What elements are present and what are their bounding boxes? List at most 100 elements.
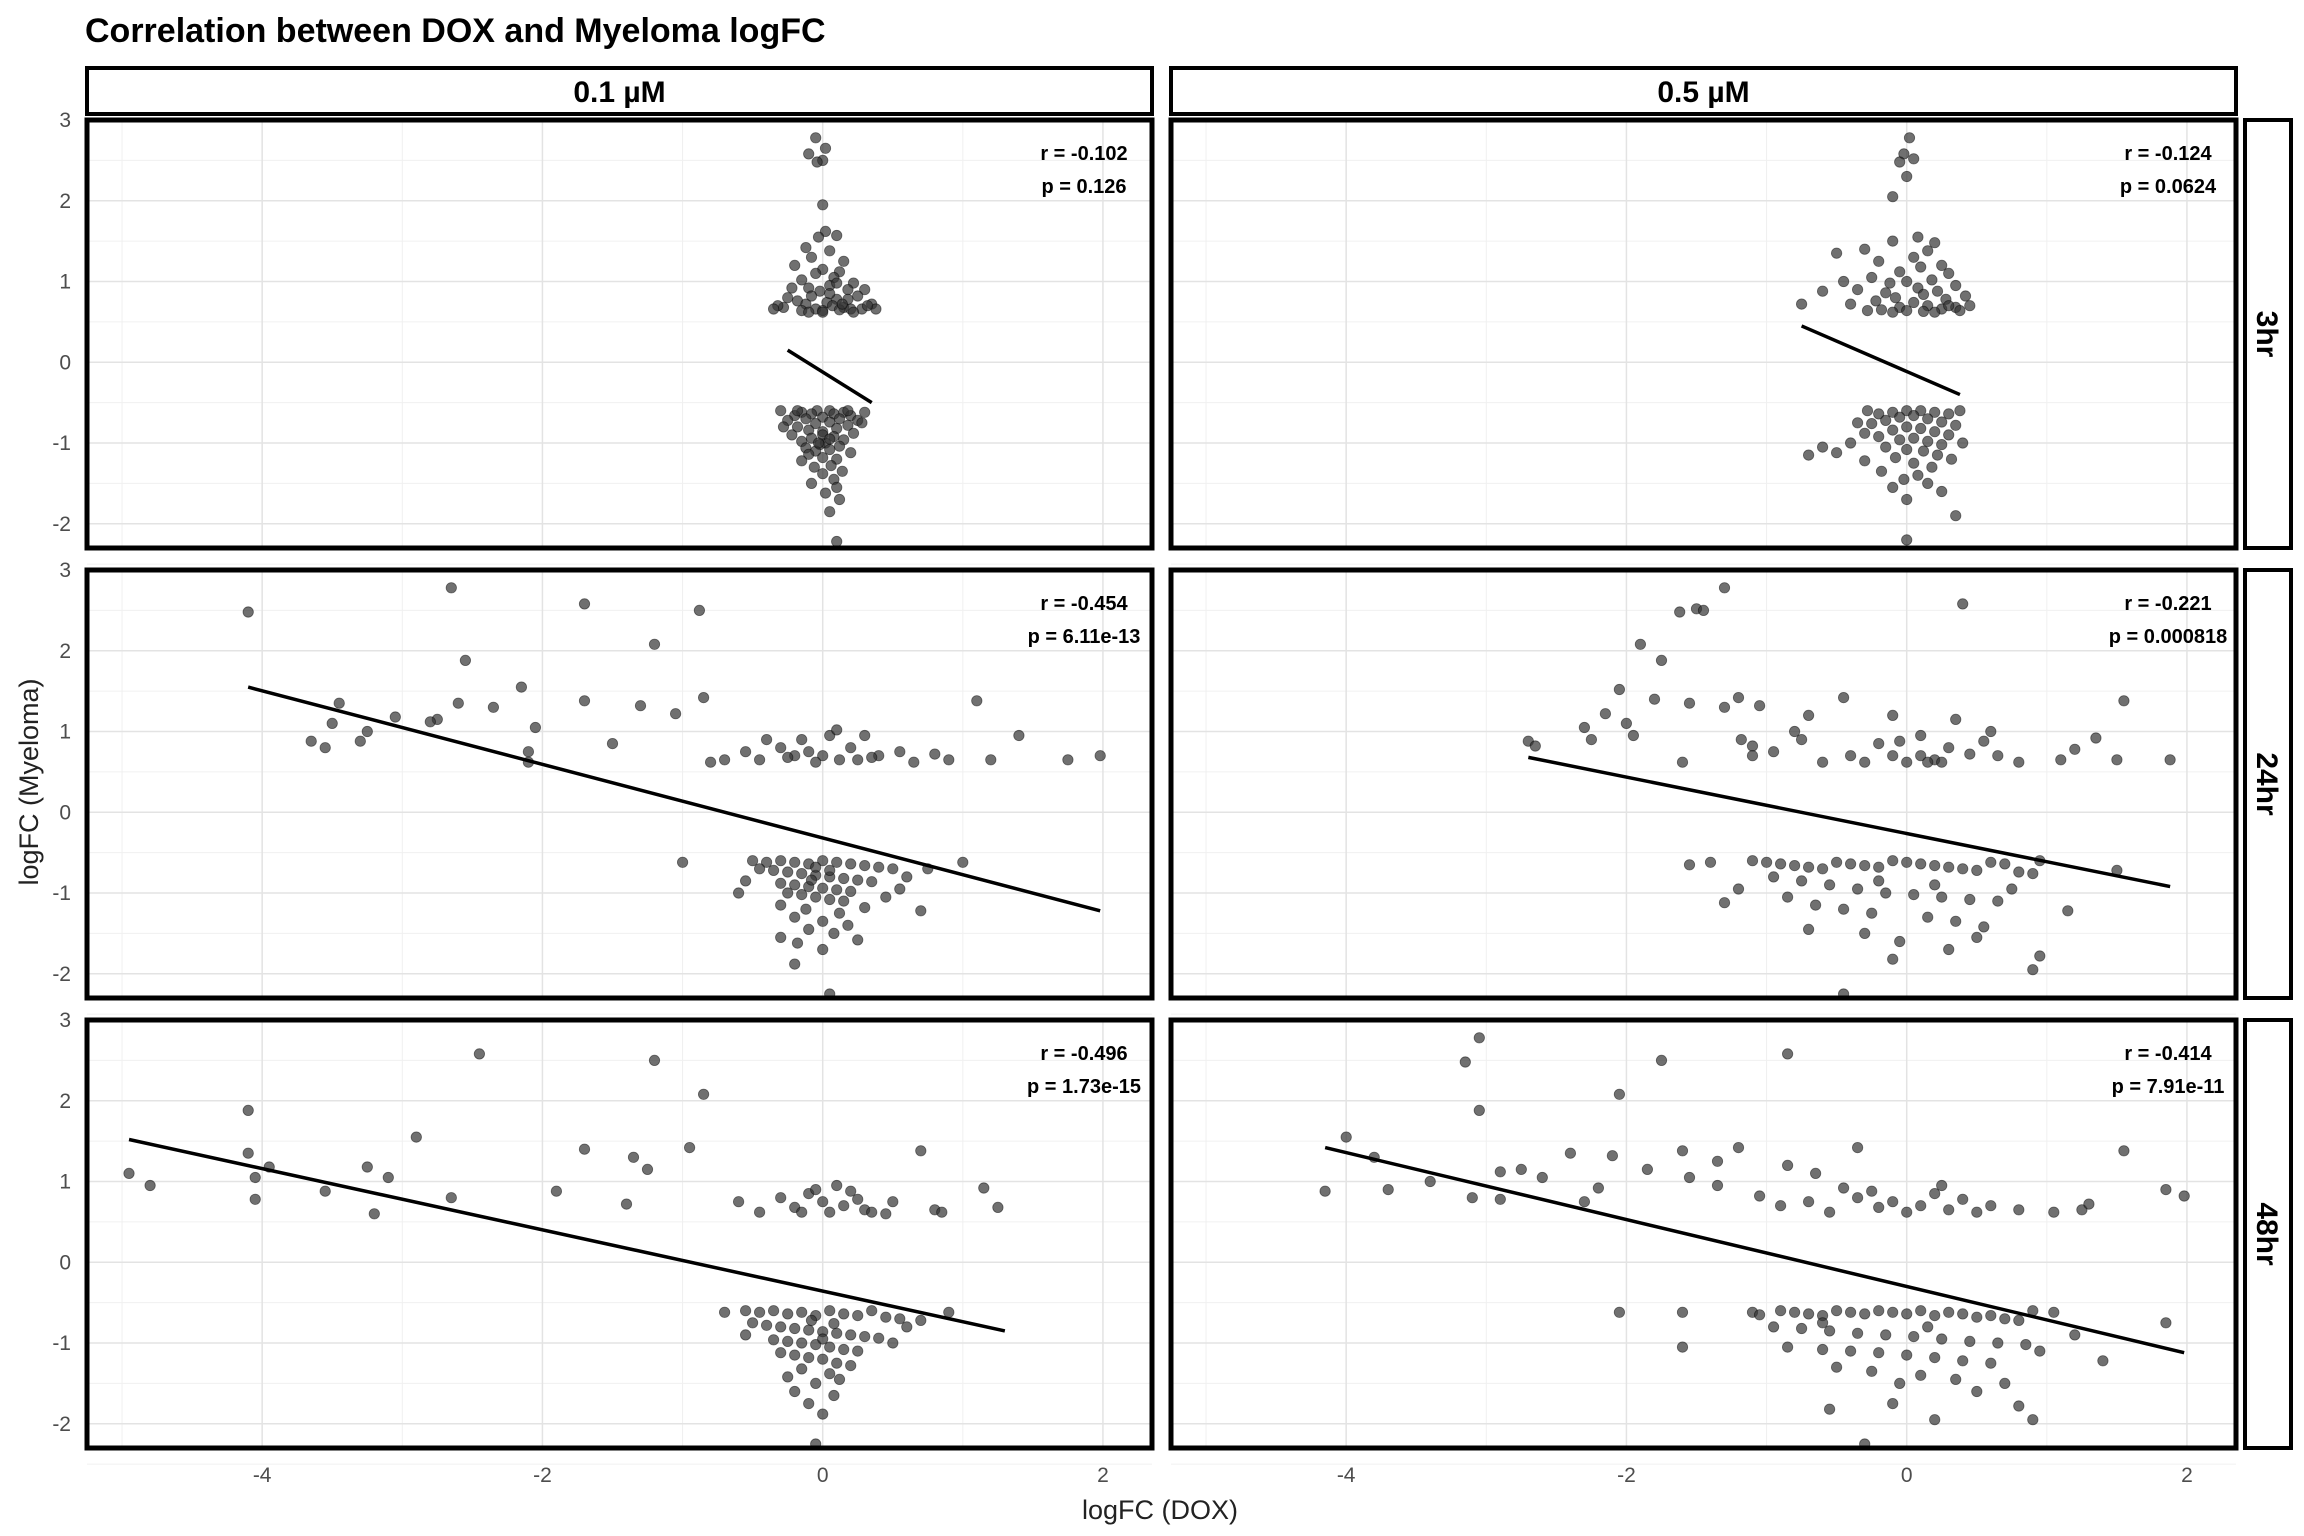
data-point [1985,856,1997,868]
data-point [831,277,843,289]
data-point [634,700,647,712]
x-tick-label: -2 [533,1464,552,1487]
data-point [753,1306,766,1318]
data-point [943,1306,955,1318]
data-point [1887,481,1899,493]
data-point [648,638,661,650]
row-strip-box [2243,1018,2293,1450]
data-point [838,872,850,885]
data-point [753,1206,766,1218]
data-point [1901,443,1913,456]
data-point [144,1179,156,1192]
data-point [1985,1200,1997,1212]
data-point [648,1054,661,1067]
data-point [1775,1305,1787,1317]
data-point [824,1368,836,1380]
data-point [1950,915,1962,927]
data-point [1873,737,1885,750]
y-axis-title: logFC (Myeloma) [14,678,44,885]
data-point [1929,879,1941,891]
data-point [1971,931,1983,944]
data-point [1866,417,1878,430]
data-point [852,874,864,886]
data-point [803,1398,815,1410]
data-point [1884,277,1896,289]
data-point [1929,1414,1941,1426]
data-point [529,721,542,734]
data-point [1866,907,1878,919]
row-strip-label: 3hr [2250,311,2283,358]
data-point [866,1206,878,1218]
data-point [1711,1155,1724,1167]
column-strip-label: 0.1 µM [573,76,665,109]
data-point [836,465,848,477]
data-point [1873,875,1885,887]
data-point [1775,858,1787,870]
data-point [805,1314,818,1327]
data-point [704,756,717,768]
data-point [1936,1179,1948,1192]
x-tick-label: 2 [1097,1464,1109,1487]
data-point [1718,701,1731,713]
data-point [1978,921,1990,933]
row-strip-label: 48hr [2250,1202,2283,1266]
data-point [550,1185,563,1197]
data-point [1873,408,1885,420]
data-point [578,598,591,610]
x-tick-label: -4 [253,1464,272,1487]
data-point [1964,1335,1976,1348]
data-point [824,864,836,877]
data-point [1901,275,1913,288]
data-point [515,681,528,693]
data-point [1648,693,1661,705]
data-point [361,725,373,738]
data-point [1950,279,1962,292]
data-point [1880,1329,1892,1341]
data-point [789,259,801,271]
data-point [1606,1150,1619,1162]
data-point [2118,695,2130,707]
data-point [1859,243,1871,255]
data-point [1655,654,1668,667]
data-point [1789,1306,1801,1318]
data-point [732,887,745,899]
data-point [782,1371,794,1383]
data-point [817,943,829,956]
data-point [819,142,832,154]
data-point [1852,417,1864,429]
panel-01m-3hr: r = -0.102 p = 0.126 -2 -1 0 1 2 3 [52,109,1155,565]
data-point [1992,750,2004,762]
panel-border [84,117,1155,551]
data-point [445,1192,457,1204]
data-point [305,735,317,747]
data-point [828,1389,840,1402]
data-point [845,742,857,754]
data-point [1775,1200,1787,1212]
data-point [1936,891,1948,903]
data-point [1908,457,1920,469]
data-point [1957,1355,1969,1367]
data-point [2090,732,2102,744]
data-point [803,306,815,318]
data-point [1901,421,1913,433]
data-point [2013,1400,2025,1412]
data-point [753,754,766,766]
data-point [693,604,706,617]
data-point [1824,1403,1836,1415]
data-point [852,290,864,302]
data-point [842,283,854,296]
data-point [777,421,790,433]
data-point [1971,1311,1983,1323]
data-point [354,735,366,747]
data-point [1013,729,1025,742]
data-point [1894,156,1906,168]
data-point [2027,1414,2039,1426]
data-point [1852,1327,1864,1339]
data-point [2055,754,2067,766]
data-point [831,724,843,736]
data-point [1901,1349,1913,1361]
x-tick-label: 0 [817,1464,829,1487]
data-point [487,701,499,713]
data-point [1917,288,1930,300]
data-point [971,695,983,707]
